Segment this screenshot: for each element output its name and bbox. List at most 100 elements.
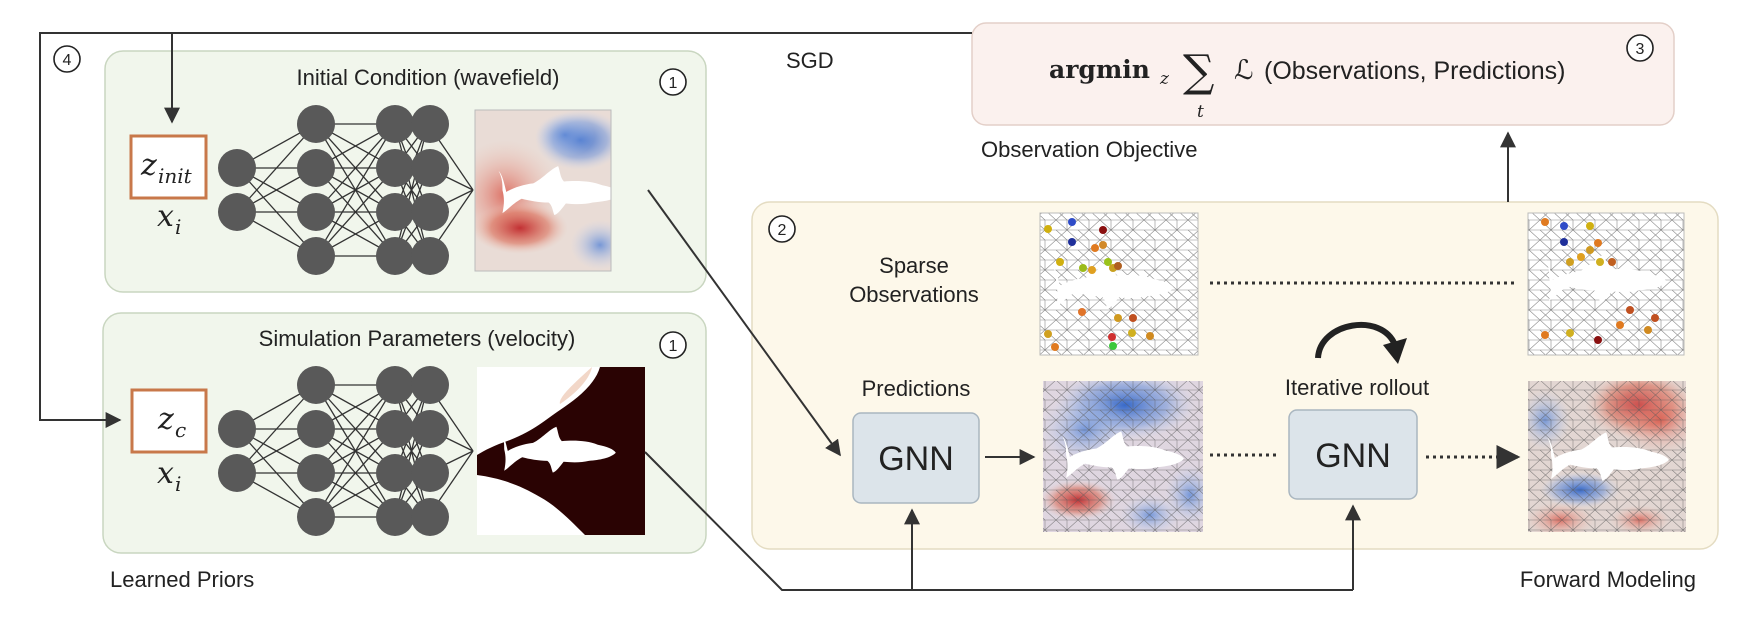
observation-objective-label: Observation Objective (981, 137, 1197, 162)
predictions-label: Predictions (862, 376, 971, 401)
iterative-rollout-arrowhead (1383, 338, 1407, 364)
obs-end-sensor-dot (1577, 253, 1585, 261)
learned-priors-label: Learned Priors (110, 567, 254, 592)
obs-end-sensor-dot (1626, 306, 1634, 314)
sp-network-node (376, 454, 414, 492)
step-3-badge: 3 (1626, 34, 1654, 62)
step-4-badge: 4 (53, 45, 81, 73)
obs-end-sensor-dot (1560, 222, 1568, 230)
z-c-subscript: c (175, 418, 186, 442)
step-4-label: 4 (63, 52, 72, 69)
gnn-second-label: GNN (1315, 437, 1391, 475)
obs-end-sensor-dot (1651, 314, 1659, 322)
sparse-observations-mesh-start (1040, 213, 1198, 355)
ic-network-node (297, 237, 335, 275)
sp-network-node (376, 366, 414, 404)
ic-network-node (411, 193, 449, 231)
initial-condition-network (218, 105, 474, 275)
objective-panel (971, 22, 1675, 126)
obs-start-sensor-dot (1099, 241, 1107, 249)
ic-network-node (411, 105, 449, 143)
initial-wavefield-image (475, 110, 611, 271)
initial-wavefield-frame (474, 109, 612, 272)
ic-network-edge (315, 167, 396, 257)
z-init-latent: z init (129, 134, 208, 200)
obs-start-sensor-dot (1068, 218, 1076, 226)
sp-network-node (297, 498, 335, 536)
ic-network-node (376, 193, 414, 231)
obs-start-sensor-dot (1088, 266, 1096, 274)
obs-end-sensor-dot (1586, 246, 1594, 254)
step-2-label: 2 (778, 222, 787, 239)
obs-start-sensor-dot (1056, 258, 1064, 266)
loss-arguments: (Observations, Predictions) (1264, 57, 1566, 85)
sp-network-node (297, 366, 335, 404)
sp-network-node (297, 410, 335, 448)
ic-network-node (376, 105, 414, 143)
obs-end-sensor-dot (1566, 329, 1574, 337)
argmin-text: argmin (1049, 55, 1150, 84)
sp-network-node (411, 498, 449, 536)
obs-end-sensor-dot (1566, 258, 1574, 266)
prediction-field-last (1528, 381, 1686, 532)
step-2-badge: 2 (768, 215, 796, 243)
obs-start-sensor-dot (1079, 264, 1087, 272)
x-i-subscript: i (175, 215, 181, 239)
ic-network-node (411, 237, 449, 275)
sp-network-edge (315, 384, 396, 518)
velocity-field-image (477, 367, 645, 535)
sp-network-edge (315, 428, 396, 518)
step-1-sp-badge: 1 (659, 331, 687, 359)
ic-network-node (297, 149, 335, 187)
obs-start-sensor-dot (1051, 343, 1059, 351)
ic-network-node (297, 105, 335, 143)
obs-start-sensor-dot (1078, 308, 1086, 316)
x-i-input-sp: x i (157, 456, 181, 496)
ic-network-edge (236, 123, 317, 213)
obs-end-sensor-dot (1644, 326, 1652, 334)
obs-start-sensor-dot (1099, 226, 1107, 234)
x-i-symbol: x (157, 199, 174, 234)
sp-network-node (218, 410, 256, 448)
z-c-symbol: z (157, 402, 174, 437)
sp-network-edge (394, 384, 429, 518)
sp-network-node (411, 410, 449, 448)
gnn-block-second: GNN (1288, 409, 1418, 500)
ic-network-node (376, 237, 414, 275)
sp-network-node (218, 454, 256, 492)
sp-network-edge (315, 384, 396, 474)
obs-start-sensor-dot (1104, 258, 1112, 266)
sparse-observations-label-line1: Sparse (879, 253, 949, 278)
obs-end-sensor-dot (1594, 239, 1602, 247)
sp-network-node (297, 454, 335, 492)
iterative-rollout-loop-icon (1315, 321, 1398, 359)
obs-end-sensor-dot (1541, 218, 1549, 226)
obs-end-sensor-dot (1560, 238, 1568, 246)
ic-network-node (411, 149, 449, 187)
sum-symbol: ∑ (1183, 46, 1214, 97)
forward-modeling-label: Forward Modeling (1520, 567, 1696, 592)
ic-network-edge (394, 123, 429, 257)
obs-start-sensor-dot (1068, 238, 1076, 246)
obs-start-sensor-dot (1091, 244, 1099, 252)
obs-start-sensor-dot (1114, 262, 1122, 270)
iterative-rollout-label: Iterative rollout (1285, 375, 1429, 400)
forward-modeling-panel (751, 201, 1719, 550)
gnn-block-first: GNN (852, 412, 980, 504)
objective-formula: argmin z ∑ t ℒ (Observations, Prediction… (1049, 46, 1566, 122)
obs-end-sensor-dot (1616, 321, 1624, 329)
simulation-parameters-network (218, 366, 474, 536)
initial-condition-title: Initial Condition (wavefield) (297, 65, 560, 90)
gnn-first-label: GNN (878, 440, 954, 478)
obs-start-sensor-dot (1108, 333, 1116, 341)
obs-frame-start (1039, 212, 1199, 356)
ic-network-node (376, 149, 414, 187)
z-init-symbol: z (140, 148, 157, 183)
obs-start-sensor-dot (1044, 225, 1052, 233)
argmin-subscript: z (1159, 69, 1170, 89)
step-1-sp-label: 1 (669, 338, 678, 355)
sgd-feedback-line (39, 32, 972, 428)
step-1-ic-badge: 1 (659, 68, 687, 96)
velocity-bus-line (644, 451, 1353, 591)
